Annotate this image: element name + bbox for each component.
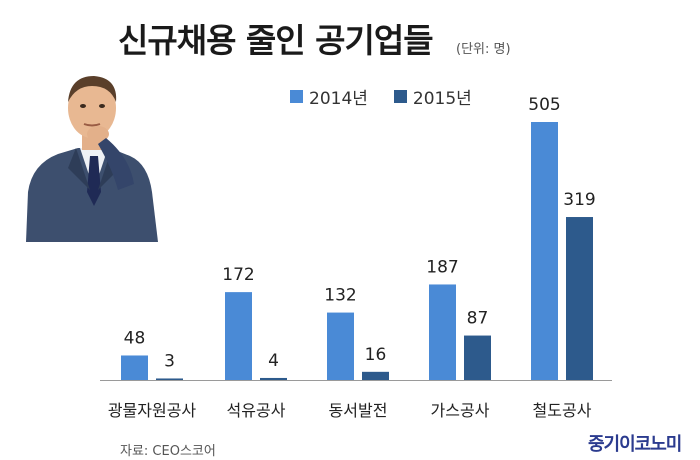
bar-2015-2 xyxy=(362,371,389,380)
bar-2015-1 xyxy=(260,377,287,380)
legend-label-2015: 2015년 xyxy=(412,89,472,109)
bar-2015-0 xyxy=(156,378,183,380)
bar-2014-1 xyxy=(225,292,252,380)
legend: 2014년 2015년 xyxy=(290,84,498,109)
category-label-4: 철도공사 xyxy=(533,401,592,420)
bar-2015-3 xyxy=(464,335,491,380)
source-note: 자료: CEO스코어 xyxy=(120,444,216,459)
bar-2014-0 xyxy=(121,355,148,380)
data-label-2015-2: 16 xyxy=(365,345,387,365)
data-label-2015-1: 4 xyxy=(268,351,279,371)
data-label-2015-0: 3 xyxy=(164,351,175,371)
data-label-2014-2: 132 xyxy=(324,286,356,306)
legend-item-2015: 2015년 xyxy=(393,84,472,109)
category-label-2: 동서발전 xyxy=(329,401,388,420)
legend-swatch-2014 xyxy=(290,90,303,103)
legend-label-2014: 2014년 xyxy=(309,89,368,109)
data-label-2014-0: 48 xyxy=(124,328,146,348)
data-label-2014-4: 505 xyxy=(528,95,560,115)
category-label-1: 석유공사 xyxy=(227,401,286,420)
legend-item-2014: 2014년 xyxy=(290,84,368,109)
data-label-2015-3: 87 xyxy=(467,309,489,329)
data-label-2015-4: 319 xyxy=(563,190,595,210)
category-label-0: 광물자원공사 xyxy=(108,401,197,420)
chart-title: 신규채용 줄인 공기업들 xyxy=(118,21,434,60)
unit-label: (단위: 명) xyxy=(456,42,511,57)
category-label-3: 가스공사 xyxy=(431,401,490,420)
thinking-man-illustration xyxy=(26,76,158,242)
bar-2014-2 xyxy=(327,312,354,380)
legend-swatch-2015 xyxy=(393,90,407,103)
bar-2014-3 xyxy=(429,284,456,380)
brand-logo: 중기이코노미 xyxy=(588,434,682,455)
bar-2014-4 xyxy=(531,122,558,380)
bar-2015-4 xyxy=(566,217,593,380)
data-label-2014-1: 172 xyxy=(222,265,254,285)
data-label-2014-3: 187 xyxy=(426,257,458,277)
